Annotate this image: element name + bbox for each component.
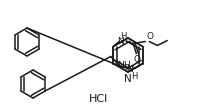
- Text: N: N: [124, 73, 132, 84]
- Text: H: H: [131, 71, 138, 81]
- Text: O: O: [134, 55, 141, 64]
- Text: HCl: HCl: [88, 94, 108, 104]
- Text: H: H: [120, 31, 126, 41]
- Text: NH$_2$: NH$_2$: [117, 59, 136, 72]
- Text: N: N: [117, 37, 124, 46]
- Text: O: O: [146, 31, 153, 41]
- Text: N: N: [126, 65, 133, 74]
